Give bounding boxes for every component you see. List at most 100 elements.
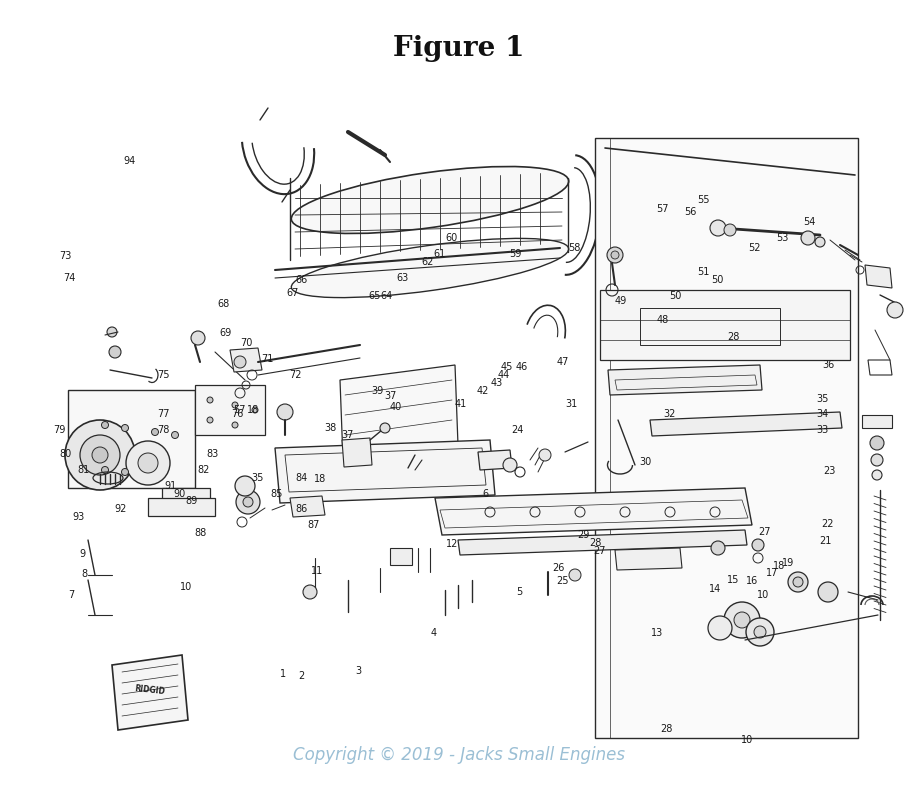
Circle shape — [569, 569, 581, 581]
Text: 83: 83 — [206, 449, 219, 459]
Text: 34: 34 — [816, 410, 829, 419]
Polygon shape — [390, 548, 412, 565]
Text: 64: 64 — [380, 291, 393, 301]
Polygon shape — [290, 496, 325, 517]
Text: 78: 78 — [157, 426, 170, 435]
Text: Copyright © 2019 - Jacks Small Engines: Copyright © 2019 - Jacks Small Engines — [293, 746, 625, 764]
Text: 27: 27 — [758, 527, 771, 536]
Text: 4: 4 — [431, 628, 437, 638]
Text: 18: 18 — [246, 405, 259, 414]
Text: 74: 74 — [62, 273, 75, 282]
Text: 93: 93 — [72, 513, 85, 522]
Text: 60: 60 — [445, 233, 458, 243]
Text: 59: 59 — [509, 249, 522, 259]
Text: 57: 57 — [656, 204, 669, 214]
Text: 66: 66 — [295, 275, 308, 285]
Circle shape — [871, 454, 883, 466]
Circle shape — [207, 397, 213, 403]
Text: 47: 47 — [556, 358, 569, 367]
Circle shape — [801, 231, 815, 245]
Text: 56: 56 — [684, 207, 697, 217]
Circle shape — [235, 476, 255, 496]
Polygon shape — [275, 440, 495, 503]
Circle shape — [232, 402, 238, 408]
Polygon shape — [230, 348, 262, 372]
Text: 1: 1 — [280, 669, 286, 679]
Text: 67: 67 — [286, 289, 299, 298]
Circle shape — [243, 497, 253, 507]
Text: 44: 44 — [497, 370, 510, 380]
Polygon shape — [595, 138, 858, 738]
Text: 35: 35 — [251, 473, 264, 483]
Text: 5: 5 — [516, 587, 522, 596]
Text: 2: 2 — [299, 672, 304, 681]
Polygon shape — [148, 498, 215, 516]
Polygon shape — [615, 548, 682, 570]
Text: 77: 77 — [157, 410, 170, 419]
Circle shape — [788, 572, 808, 592]
Circle shape — [711, 541, 725, 555]
Text: 17: 17 — [766, 568, 778, 577]
Text: 51: 51 — [697, 267, 709, 277]
Text: 10: 10 — [756, 590, 769, 600]
Text: 42: 42 — [476, 386, 489, 396]
Text: 41: 41 — [454, 399, 467, 409]
Ellipse shape — [291, 238, 569, 297]
Circle shape — [109, 346, 121, 358]
Text: 72: 72 — [289, 370, 301, 380]
Polygon shape — [435, 488, 752, 535]
Polygon shape — [478, 450, 512, 470]
Text: 21: 21 — [819, 536, 832, 546]
Circle shape — [234, 356, 246, 368]
Text: 23: 23 — [823, 467, 836, 476]
Text: 16: 16 — [745, 577, 758, 586]
Text: 65: 65 — [369, 291, 381, 301]
Text: 9: 9 — [80, 549, 85, 558]
Circle shape — [252, 407, 258, 413]
Text: 82: 82 — [197, 465, 210, 475]
Text: 89: 89 — [185, 497, 198, 506]
Text: 26: 26 — [552, 563, 565, 573]
Circle shape — [380, 423, 390, 433]
Circle shape — [80, 435, 120, 475]
Circle shape — [152, 429, 158, 436]
Text: 27: 27 — [593, 546, 606, 555]
Text: 24: 24 — [511, 426, 524, 435]
Text: Figure 1: Figure 1 — [393, 35, 525, 62]
Circle shape — [754, 626, 766, 638]
Circle shape — [734, 612, 750, 628]
Circle shape — [539, 449, 551, 461]
Circle shape — [207, 417, 213, 423]
Circle shape — [752, 539, 764, 551]
Polygon shape — [112, 655, 188, 730]
Text: 10: 10 — [179, 582, 192, 592]
Circle shape — [101, 422, 108, 429]
Text: 50: 50 — [711, 275, 724, 285]
Circle shape — [611, 251, 619, 259]
Polygon shape — [162, 488, 210, 510]
Text: 53: 53 — [776, 233, 789, 243]
Text: 92: 92 — [114, 505, 127, 514]
Text: 79: 79 — [53, 426, 66, 435]
Circle shape — [65, 420, 135, 490]
Text: 13: 13 — [651, 628, 664, 638]
Circle shape — [138, 453, 158, 473]
Circle shape — [92, 447, 108, 463]
Circle shape — [121, 425, 129, 432]
Circle shape — [277, 404, 293, 420]
Circle shape — [236, 490, 260, 514]
Text: 18: 18 — [773, 562, 786, 571]
Text: 85: 85 — [270, 489, 283, 498]
Text: 90: 90 — [173, 489, 186, 498]
Text: 62: 62 — [421, 257, 434, 267]
Circle shape — [191, 331, 205, 345]
Text: 61: 61 — [433, 249, 446, 259]
Text: 45: 45 — [500, 362, 513, 372]
Circle shape — [303, 585, 317, 599]
Text: 32: 32 — [663, 410, 675, 419]
Text: 7: 7 — [69, 590, 74, 600]
Circle shape — [126, 441, 170, 485]
Text: 55: 55 — [697, 195, 709, 205]
Circle shape — [232, 422, 238, 428]
Text: 28: 28 — [727, 332, 740, 342]
